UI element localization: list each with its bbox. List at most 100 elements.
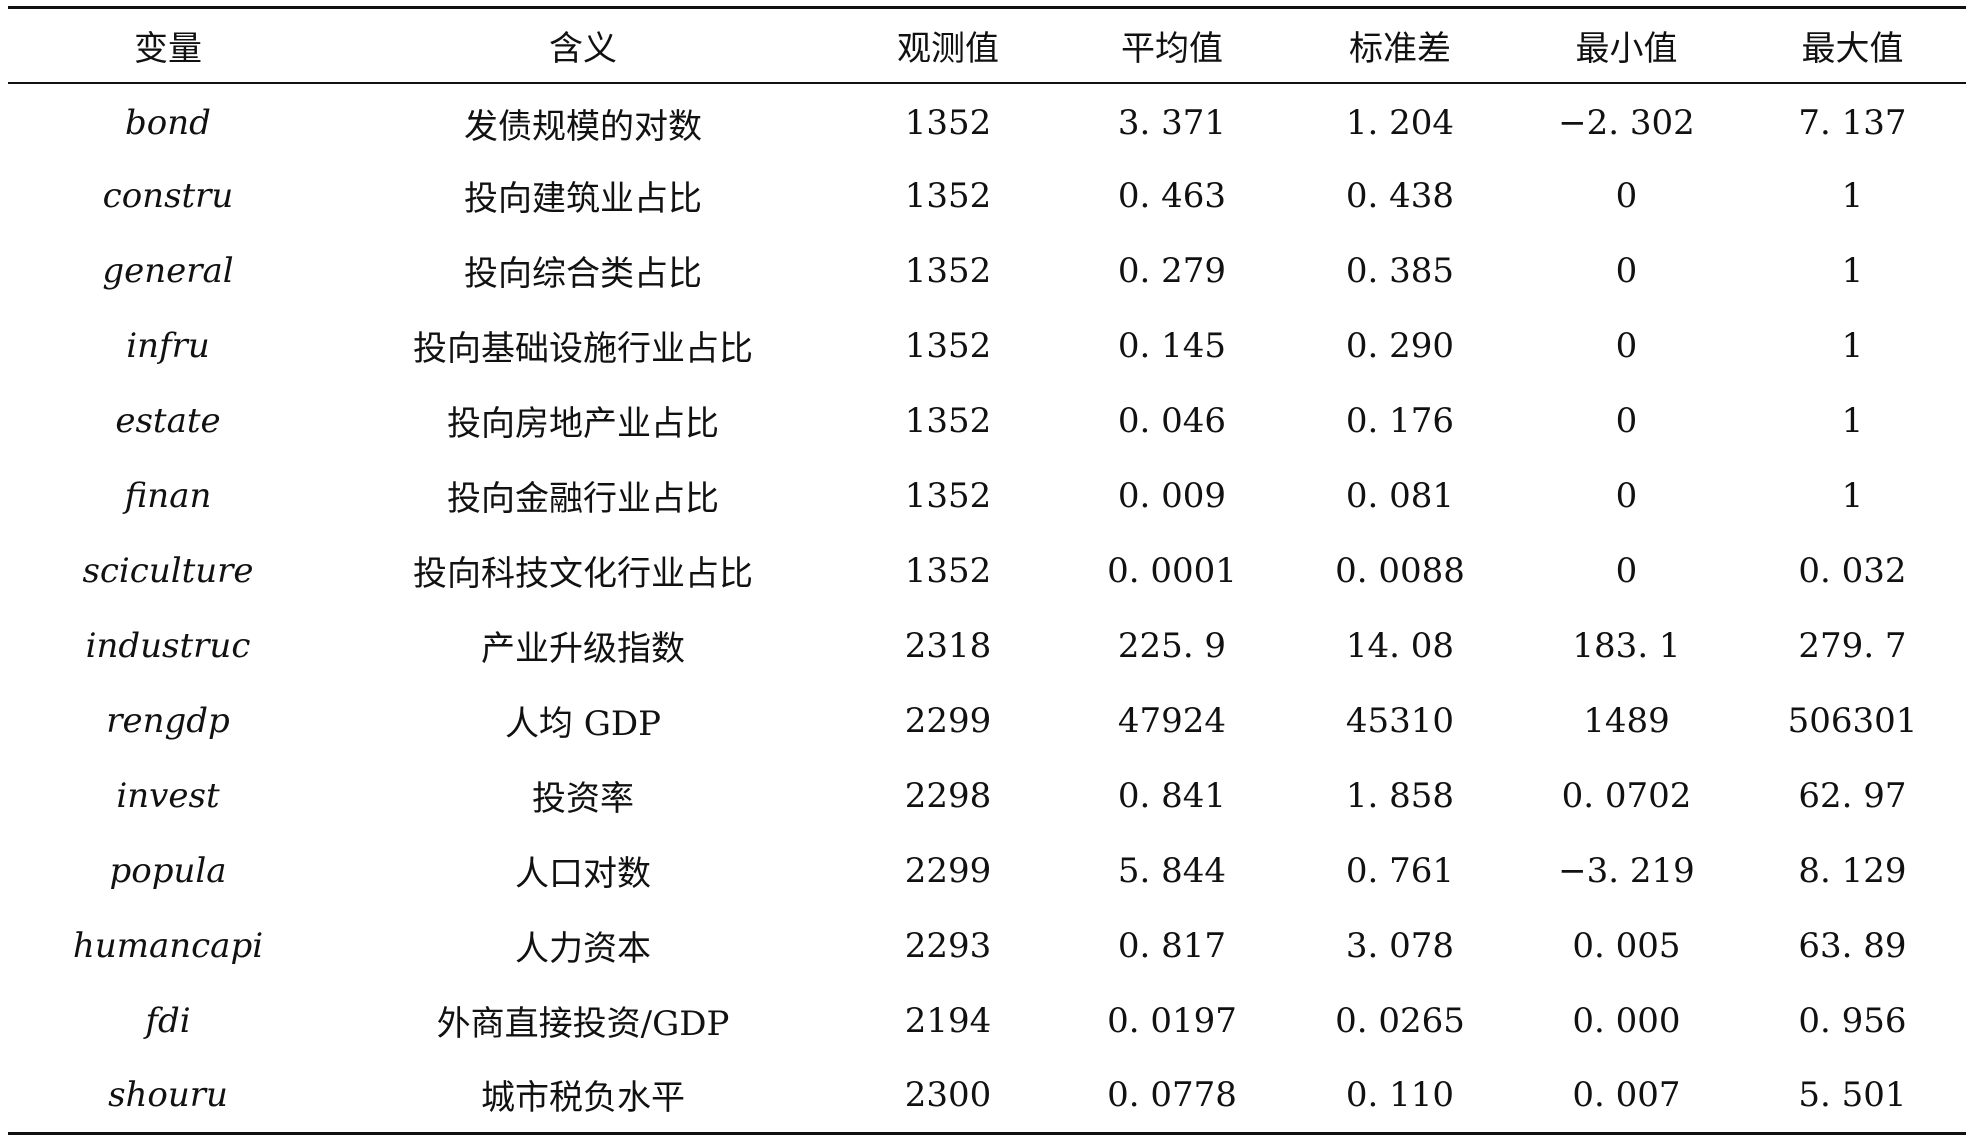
cell-observations: 2293 (904, 925, 992, 966)
cell-std-dev: 0. 176 (1345, 400, 1455, 441)
table-row: shouru 城市税负水平 2300 0. 0778 0. 110 0. 007… (8, 1058, 1966, 1133)
cell-meaning: 人口对数 (515, 854, 651, 894)
cell-meaning: 人均 GDP (504, 704, 662, 744)
table-row: estate 投向房地产业占比 1352 0. 046 0. 176 0 1 (8, 383, 1966, 458)
cell-max: 279. 7 (1798, 625, 1907, 666)
cell-max: 1 (1841, 475, 1864, 516)
cell-max: 7. 137 (1798, 103, 1907, 143)
cell-std-dev: 14. 08 (1345, 625, 1455, 666)
cell-variable: industruc (85, 625, 251, 666)
descriptive-statistics-table: 变量 含义 观测值 平均值 标准差 最小值 最大值 bond 发债规模的对数 1… (8, 6, 1966, 1135)
cell-min: 0 (1615, 175, 1638, 216)
cell-observations: 1352 (904, 400, 992, 441)
cell-mean: 0. 009 (1117, 475, 1227, 516)
cell-meaning: 投向科技文化行业占比 (413, 554, 753, 594)
cell-variable: bond (125, 103, 211, 143)
cell-std-dev: 0. 110 (1345, 1074, 1455, 1115)
cell-mean: 0. 145 (1117, 325, 1227, 366)
cell-min: 183. 1 (1572, 625, 1681, 666)
table-row: industruc 产业升级指数 2318 225. 9 14. 08 183.… (8, 608, 1966, 683)
cell-min: 0. 000 (1572, 1000, 1681, 1041)
header-mean: 平均值 (1121, 29, 1223, 69)
cell-variable: sciculture (82, 550, 254, 591)
cell-variable: popula (109, 850, 227, 891)
cell-min: 0 (1615, 550, 1638, 591)
cell-min: 1489 (1583, 700, 1670, 741)
table-row: humancapi 人力资本 2293 0. 817 3. 078 0. 005… (8, 908, 1966, 983)
cell-std-dev: 1. 204 (1345, 103, 1455, 143)
cell-mean: 47924 (1117, 700, 1227, 741)
cell-mean: 225. 9 (1117, 625, 1227, 666)
cell-max: 5. 501 (1798, 1074, 1907, 1115)
header-variable: 变量 (134, 29, 202, 69)
cell-mean: 0. 841 (1117, 775, 1227, 816)
cell-mean: 0. 279 (1117, 250, 1227, 291)
cell-observations: 1352 (904, 550, 992, 591)
cell-mean: 0. 046 (1117, 400, 1227, 441)
cell-observations: 1352 (904, 175, 992, 216)
cell-mean: 0. 0197 (1107, 1000, 1237, 1041)
cell-max: 506301 (1787, 700, 1918, 741)
cell-min: 0. 007 (1572, 1074, 1681, 1115)
cell-mean: 0. 0001 (1107, 550, 1237, 591)
header-meaning: 含义 (549, 29, 617, 69)
cell-max: 1 (1841, 175, 1864, 216)
cell-std-dev: 0. 761 (1345, 850, 1455, 891)
cell-variable: general (102, 250, 234, 291)
cell-min: 0. 0702 (1561, 775, 1692, 816)
header-std-dev: 标准差 (1349, 29, 1451, 69)
cell-variable: humancapi (72, 925, 264, 966)
cell-max: 0. 956 (1798, 1000, 1907, 1041)
header-row: 变量 含义 观测值 平均值 标准差 最小值 最大值 (8, 7, 1966, 83)
cell-meaning: 投向基础设施行业占比 (413, 329, 753, 369)
cell-meaning: 外商直接投资/GDP (436, 1004, 730, 1044)
cell-max: 62. 97 (1798, 775, 1907, 816)
cell-observations: 1352 (904, 325, 992, 366)
cell-observations: 1352 (904, 103, 992, 143)
cell-std-dev: 3. 078 (1345, 925, 1455, 966)
cell-meaning: 投向金融行业占比 (447, 479, 719, 519)
cell-meaning: 城市税负水平 (481, 1078, 685, 1119)
cell-max: 1 (1841, 325, 1864, 366)
table-row: sciculture 投向科技文化行业占比 1352 0. 0001 0. 00… (8, 533, 1966, 608)
cell-min: 0 (1615, 250, 1638, 291)
table-row: general 投向综合类占比 1352 0. 279 0. 385 0 1 (8, 233, 1966, 308)
cell-variable: finan (124, 475, 212, 516)
cell-observations: 2318 (904, 625, 992, 666)
table-row: bond 发债规模的对数 1352 3. 371 1. 204 −2. 302 … (8, 83, 1966, 158)
cell-min: 0 (1615, 325, 1638, 366)
cell-meaning: 投向综合类占比 (464, 254, 702, 294)
cell-observations: 2298 (904, 775, 992, 816)
cell-mean: 5. 844 (1117, 850, 1227, 891)
cell-variable: fdi (145, 1000, 191, 1041)
cell-max: 1 (1841, 250, 1864, 291)
table-row: infru 投向基础设施行业占比 1352 0. 145 0. 290 0 1 (8, 308, 1966, 383)
table-row: popula 人口对数 2299 5. 844 0. 761 −3. 219 8… (8, 833, 1966, 908)
cell-variable: infru (126, 325, 210, 366)
cell-variable: estate (115, 400, 221, 441)
cell-std-dev: 0. 0265 (1335, 1000, 1465, 1041)
cell-variable: constru (102, 175, 234, 216)
cell-variable: shouru (108, 1074, 228, 1115)
cell-max: 8. 129 (1798, 850, 1907, 891)
cell-min: 0 (1615, 475, 1638, 516)
cell-std-dev: 0. 0088 (1335, 550, 1465, 591)
cell-mean: 0. 0778 (1107, 1074, 1237, 1115)
header-max: 最大值 (1801, 29, 1904, 69)
cell-max: 0. 032 (1798, 550, 1907, 591)
stats-table-container: 变量 含义 观测值 平均值 标准差 最小值 最大值 bond 发债规模的对数 1… (8, 6, 1966, 1135)
cell-std-dev: 45310 (1345, 700, 1455, 741)
cell-mean: 0. 817 (1117, 925, 1227, 966)
cell-observations: 2194 (904, 1000, 992, 1041)
cell-meaning: 产业升级指数 (481, 629, 685, 669)
cell-std-dev: 0. 438 (1345, 175, 1455, 216)
cell-max: 63. 89 (1798, 925, 1907, 966)
cell-meaning: 人力资本 (515, 929, 651, 969)
cell-mean: 0. 463 (1117, 175, 1227, 216)
cell-std-dev: 0. 081 (1345, 475, 1455, 516)
cell-mean: 3. 371 (1117, 103, 1227, 143)
cell-max: 1 (1841, 400, 1864, 441)
cell-std-dev: 1. 858 (1345, 775, 1455, 816)
cell-observations: 2299 (904, 700, 992, 741)
cell-variable: rengdp (106, 700, 230, 741)
